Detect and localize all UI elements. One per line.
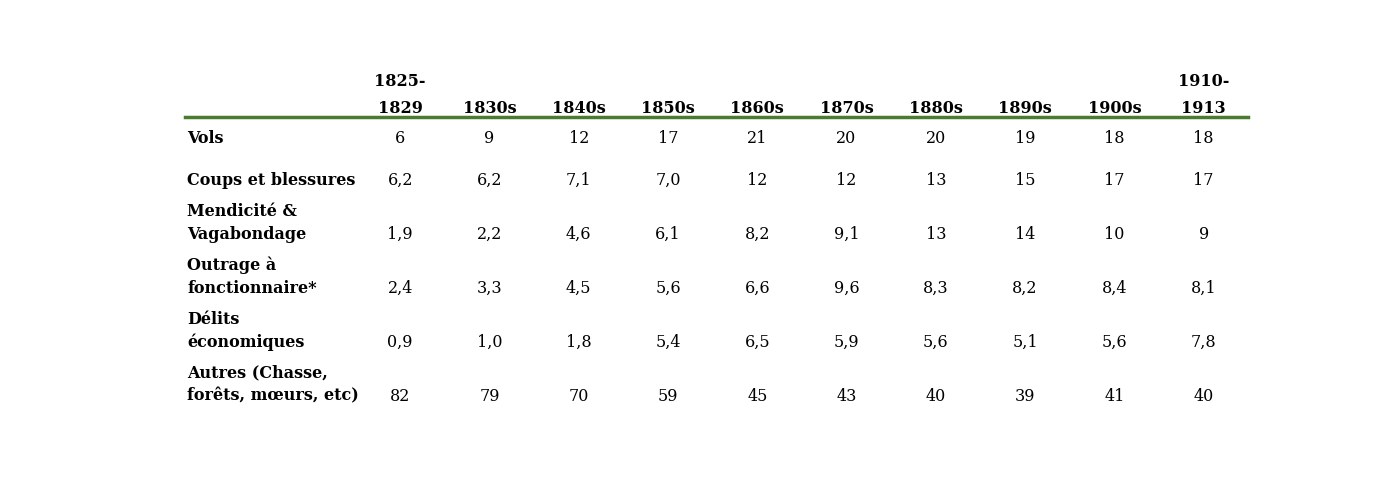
Text: 43: 43 [836, 387, 857, 405]
Text: 9,6: 9,6 [834, 280, 859, 297]
Text: 19: 19 [1015, 130, 1035, 147]
Text: 4,6: 4,6 [566, 226, 592, 243]
Text: 1910-: 1910- [1178, 73, 1230, 90]
Text: 6,6: 6,6 [744, 280, 770, 297]
Text: 6,1: 6,1 [655, 226, 681, 243]
Text: économiques: économiques [187, 333, 305, 351]
Text: 9,1: 9,1 [834, 226, 859, 243]
Text: 45: 45 [747, 387, 768, 405]
Text: 1,0: 1,0 [476, 334, 501, 351]
Text: Vols: Vols [187, 130, 224, 147]
Text: 1880s: 1880s [908, 100, 963, 117]
Text: 1900s: 1900s [1088, 100, 1141, 117]
Text: 1860s: 1860s [730, 100, 784, 117]
Text: 5,6: 5,6 [1102, 334, 1127, 351]
Text: 10: 10 [1105, 226, 1124, 243]
Text: 6,2: 6,2 [476, 172, 501, 189]
Text: 8,2: 8,2 [744, 226, 770, 243]
Text: 18: 18 [1194, 130, 1213, 147]
Text: 8,3: 8,3 [924, 280, 949, 297]
Text: 15: 15 [1015, 172, 1035, 189]
Text: 1825-: 1825- [375, 73, 426, 90]
Text: 14: 14 [1015, 226, 1035, 243]
Text: Outrage à: Outrage à [187, 257, 276, 274]
Text: 1830s: 1830s [462, 100, 517, 117]
Text: 12: 12 [747, 172, 768, 189]
Text: Mendicité &: Mendicité & [187, 203, 297, 220]
Text: 1829: 1829 [378, 100, 422, 117]
Text: 5,6: 5,6 [924, 334, 949, 351]
Text: 12: 12 [568, 130, 589, 147]
Text: 5,4: 5,4 [655, 334, 681, 351]
Text: Délits: Délits [187, 311, 240, 328]
Text: 1870s: 1870s [819, 100, 873, 117]
Text: 59: 59 [657, 387, 678, 405]
Text: 8,4: 8,4 [1102, 280, 1127, 297]
Text: 21: 21 [747, 130, 768, 147]
Text: 13: 13 [925, 172, 946, 189]
Text: 20: 20 [926, 130, 946, 147]
Text: 2,2: 2,2 [476, 226, 501, 243]
Text: 7,1: 7,1 [566, 172, 592, 189]
Text: 7,0: 7,0 [655, 172, 681, 189]
Text: 5,1: 5,1 [1013, 334, 1038, 351]
Text: 4,5: 4,5 [566, 280, 592, 297]
Text: 18: 18 [1105, 130, 1124, 147]
Text: 9: 9 [1198, 226, 1209, 243]
Text: 1850s: 1850s [641, 100, 695, 117]
Text: 82: 82 [390, 387, 411, 405]
Text: 1,8: 1,8 [566, 334, 592, 351]
Text: 5,9: 5,9 [834, 334, 859, 351]
Text: 0,9: 0,9 [387, 334, 412, 351]
Text: 12: 12 [836, 172, 857, 189]
Text: fonctionnaire*: fonctionnaire* [187, 280, 316, 297]
Text: 6,5: 6,5 [744, 334, 770, 351]
Text: 5,6: 5,6 [655, 280, 681, 297]
Text: Vagabondage: Vagabondage [187, 226, 306, 243]
Text: 1,9: 1,9 [387, 226, 412, 243]
Text: 20: 20 [836, 130, 857, 147]
Text: 17: 17 [1105, 172, 1124, 189]
Text: 40: 40 [926, 387, 946, 405]
Text: 1840s: 1840s [552, 100, 606, 117]
Text: 3,3: 3,3 [476, 280, 503, 297]
Text: 7,8: 7,8 [1191, 334, 1216, 351]
Text: 41: 41 [1105, 387, 1124, 405]
Text: 39: 39 [1015, 387, 1035, 405]
Text: 40: 40 [1194, 387, 1213, 405]
Text: 70: 70 [568, 387, 589, 405]
Text: forêts, mœurs, etc): forêts, mœurs, etc) [187, 387, 359, 405]
Text: 8,2: 8,2 [1013, 280, 1038, 297]
Text: 1890s: 1890s [999, 100, 1052, 117]
Text: 79: 79 [479, 387, 500, 405]
Text: Coups et blessures: Coups et blessures [187, 172, 355, 189]
Text: 13: 13 [925, 226, 946, 243]
Text: 9: 9 [485, 130, 495, 147]
Text: 17: 17 [657, 130, 678, 147]
Text: 2,4: 2,4 [387, 280, 412, 297]
Text: 17: 17 [1194, 172, 1213, 189]
Text: 6,2: 6,2 [387, 172, 412, 189]
Text: 8,1: 8,1 [1191, 280, 1216, 297]
Text: 1913: 1913 [1181, 100, 1226, 117]
Text: Autres (Chasse,: Autres (Chasse, [187, 365, 327, 382]
Text: 6: 6 [396, 130, 405, 147]
